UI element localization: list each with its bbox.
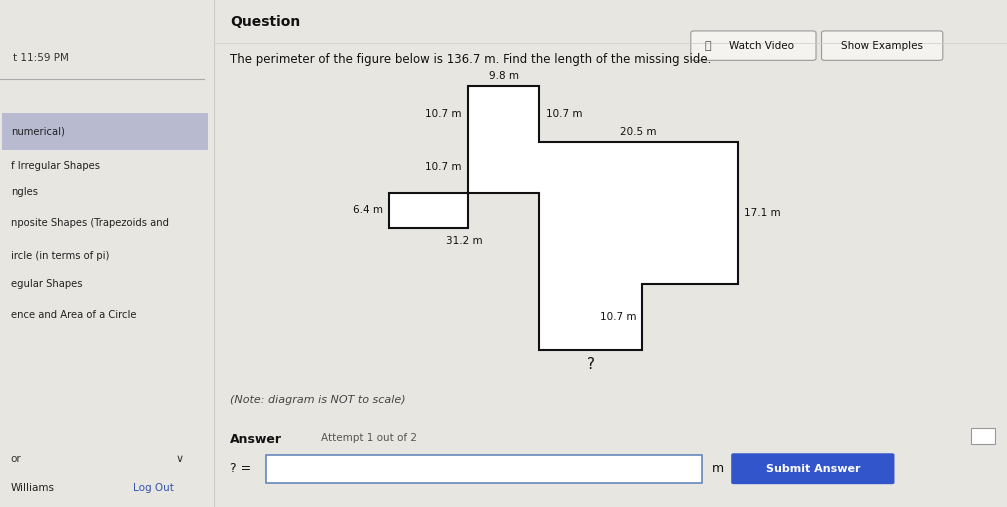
Text: 10.7 m: 10.7 m [425,162,462,172]
Text: (Note: diagram is NOT to scale): (Note: diagram is NOT to scale) [231,395,406,406]
Text: t 11:59 PM: t 11:59 PM [13,53,68,63]
Text: ? =: ? = [231,462,252,476]
FancyBboxPatch shape [822,31,943,60]
Text: ∨: ∨ [176,454,184,464]
FancyBboxPatch shape [972,428,995,444]
Text: egular Shapes: egular Shapes [11,279,83,289]
Text: 17.1 m: 17.1 m [744,208,780,218]
Text: numerical): numerical) [11,126,64,136]
Text: nposite Shapes (Trapezoids and: nposite Shapes (Trapezoids and [11,218,169,228]
Text: 10.7 m: 10.7 m [425,109,462,119]
Text: Williams: Williams [11,483,54,493]
Text: Show Examples: Show Examples [841,41,923,51]
Text: ?: ? [587,357,595,373]
Text: Attempt 1 out of 2: Attempt 1 out of 2 [321,433,418,444]
Text: Submit Answer: Submit Answer [765,464,860,474]
Text: f Irregular Shapes: f Irregular Shapes [11,161,100,171]
Text: 31.2 m: 31.2 m [446,236,482,246]
Text: ngles: ngles [11,187,37,197]
Text: 10.7 m: 10.7 m [546,109,582,119]
Text: m: m [712,462,724,476]
Text: Watch Video: Watch Video [729,41,794,51]
Text: Answer: Answer [231,433,282,447]
Text: ence and Area of a Circle: ence and Area of a Circle [11,310,136,320]
Text: 10.7 m: 10.7 m [599,312,636,322]
Text: Log Out: Log Out [133,483,174,493]
Text: 6.4 m: 6.4 m [352,205,383,215]
Polygon shape [389,86,737,350]
Text: 9.8 m: 9.8 m [488,71,519,81]
Text: The perimeter of the figure below is 136.7 m. Find the length of the missing sid: The perimeter of the figure below is 136… [231,53,712,66]
Text: Question: Question [231,15,301,29]
Text: ircle (in terms of pi): ircle (in terms of pi) [11,251,109,261]
Text: ⓘ: ⓘ [705,41,712,51]
FancyBboxPatch shape [266,455,702,483]
Text: 20.5 m: 20.5 m [620,127,657,137]
Text: or: or [11,454,21,464]
FancyBboxPatch shape [731,453,894,484]
FancyBboxPatch shape [691,31,816,60]
Bar [2,113,208,150]
